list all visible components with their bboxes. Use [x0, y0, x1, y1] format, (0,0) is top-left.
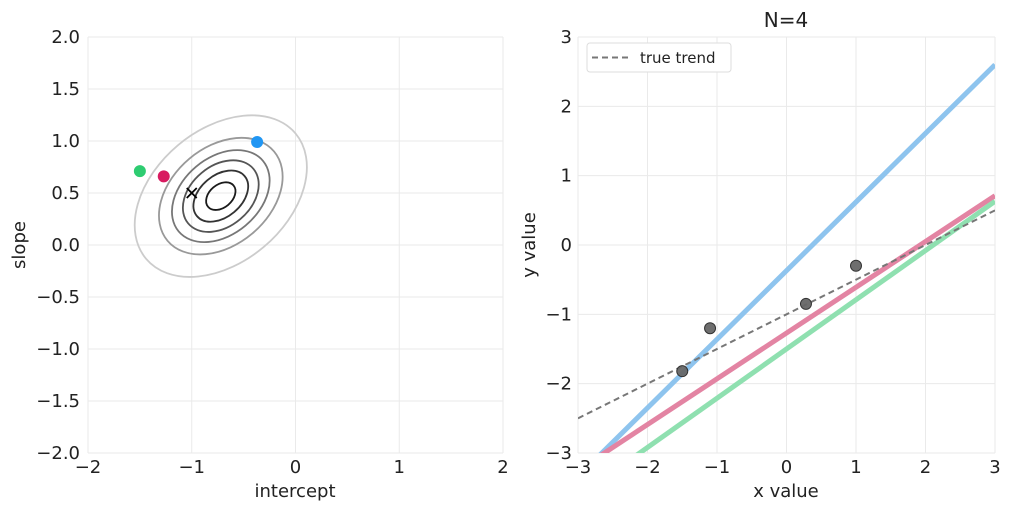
- observed-data-point: [676, 365, 689, 378]
- posterior-contour-level: [133, 114, 308, 278]
- left-y-tick: 2.0: [51, 27, 80, 48]
- left-y-tick: −2.0: [36, 443, 80, 464]
- right-y-tick: 2: [561, 96, 572, 117]
- sample-regression-lines: [598, 62, 995, 453]
- right-grid: [577, 36, 996, 454]
- right-x-tick-labels: −3 −2 −1 0 1 2 3: [565, 457, 1001, 478]
- right-panel-regression: −3 −2 −1 0 1 2 3 −3 −2 −1 0 1 2 3 N=4 x value y valu…: [519, 8, 1001, 502]
- true-trend-dashed-line: [578, 209, 995, 420]
- left-panel-posterior: −2 −1 0 1 2 −2.0−1.5−1.0−0.50.00.51.01.52.0 …: [9, 27, 509, 502]
- right-y-tick: 3: [561, 27, 572, 48]
- left-y-tick: 1.5: [51, 79, 80, 100]
- sample-regression-line: [598, 62, 995, 453]
- left-y-axis-label: slope: [9, 221, 30, 269]
- left-x-tick: 0: [290, 457, 301, 478]
- right-x-tick: −3: [565, 457, 592, 478]
- left-x-axis-label: intercept: [255, 481, 336, 502]
- true-parameter-marker: [186, 187, 198, 199]
- sample-regression-line: [635, 199, 995, 453]
- right-y-tick: −2: [545, 374, 572, 395]
- left-y-tick: 1.0: [51, 131, 80, 152]
- left-y-tick: 0.5: [51, 183, 80, 204]
- posterior-contour-level: [205, 181, 237, 211]
- left-y-tick: 0.0: [51, 235, 80, 256]
- posterior-contour-level: [192, 169, 250, 223]
- posterior-sample-point: [251, 136, 264, 149]
- observed-data-point: [850, 259, 862, 272]
- observed-points: [676, 259, 862, 378]
- legend-true-trend-label: true trend: [640, 49, 716, 67]
- left-x-tick: 2: [497, 457, 508, 478]
- posterior-contours: [133, 114, 308, 278]
- posterior-sample-point: [157, 170, 170, 183]
- right-chart-title: N=4: [764, 8, 808, 32]
- legend: true trend: [586, 42, 732, 73]
- left-x-tick: −2: [75, 457, 102, 478]
- right-y-tick: −3: [545, 443, 572, 464]
- true-trend-line: [578, 209, 995, 420]
- left-y-tick: −1.0: [36, 339, 80, 360]
- right-y-tick: 1: [561, 166, 572, 187]
- left-x-tick-labels: −2 −1 0 1 2: [75, 457, 509, 478]
- left-y-tick-labels: −2.0 −1.5 −1.0 −0.5 0.0 0.5 1.0 1.5 2.0: [36, 27, 80, 464]
- posterior-contour-level: [171, 149, 271, 244]
- posterior-contour-level: [158, 136, 284, 256]
- right-y-tick: 0: [561, 235, 572, 256]
- true-parameter-x-stroke-2: [186, 187, 198, 199]
- right-x-tick: 3: [989, 457, 1000, 478]
- right-x-tick: −1: [704, 457, 731, 478]
- right-x-axis-label: x value: [753, 481, 819, 502]
- left-x-tick: 1: [394, 457, 405, 478]
- sample-regression-line: [599, 193, 995, 453]
- posterior-samples: [133, 136, 264, 183]
- right-x-tick: −2: [634, 457, 661, 478]
- right-x-tick: 0: [781, 457, 792, 478]
- right-y-axis-label: y value: [519, 212, 540, 278]
- left-y-tick: −0.5: [36, 287, 80, 308]
- legend-box: [586, 42, 732, 73]
- right-x-tick: 2: [920, 457, 931, 478]
- left-y-tick: −1.5: [36, 391, 80, 412]
- right-y-tick: −1: [545, 304, 572, 325]
- observed-data-point: [704, 322, 717, 335]
- observed-data-point: [799, 297, 812, 310]
- posterior-contour-level: [181, 159, 260, 233]
- posterior-sample-point: [133, 165, 146, 178]
- left-grid: [87, 36, 504, 454]
- right-y-tick-labels: −3 −2 −1 0 1 2 3: [545, 27, 572, 464]
- left-x-tick: −1: [178, 457, 205, 478]
- right-x-tick: 1: [850, 457, 861, 478]
